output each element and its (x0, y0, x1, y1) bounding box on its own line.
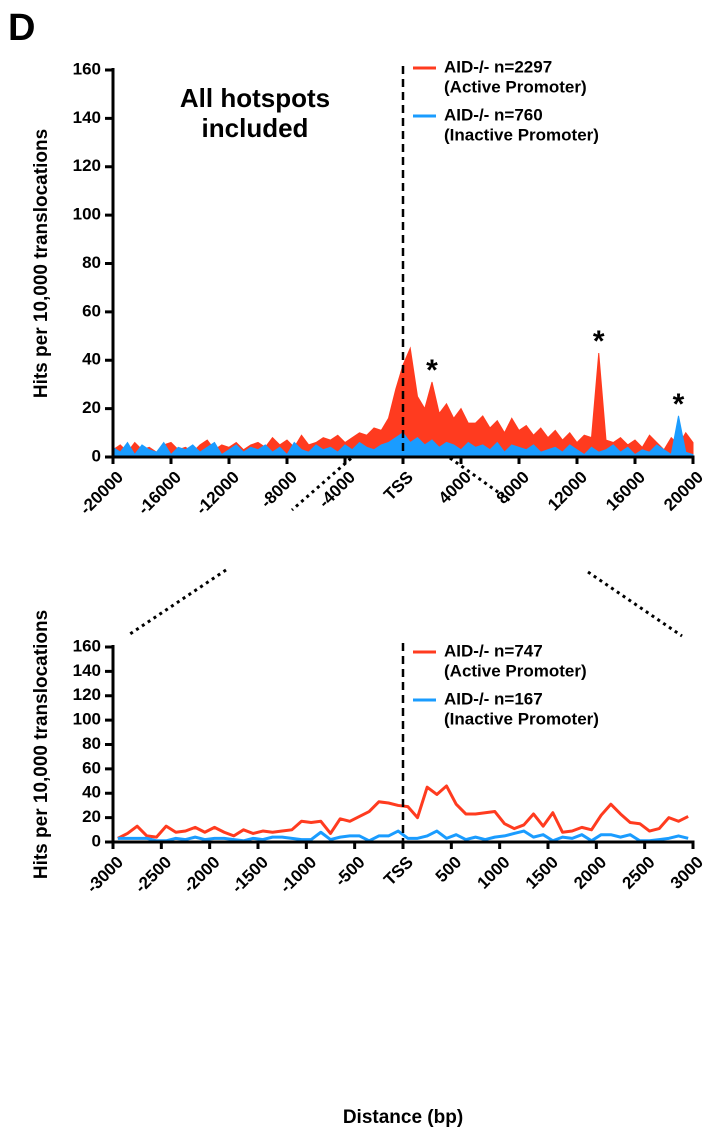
x-tick-label: -500 (331, 853, 368, 890)
y-axis-label: Hits per 10,000 translocations (31, 129, 52, 398)
x-tick-label: TSS (380, 853, 417, 890)
legend-label: (Inactive Promoter) (444, 125, 599, 144)
x-tick-label: 12000 (544, 468, 591, 515)
y-tick-label: 0 (92, 446, 101, 465)
y-tick-label: 40 (82, 783, 101, 802)
x-tick-label: -20000 (76, 468, 127, 519)
y-axis-label: Hits per 10,000 translocations (31, 610, 52, 879)
y-tick-label: 40 (82, 350, 101, 369)
x-tick-label: -2000 (179, 853, 223, 897)
y-tick-label: 100 (73, 710, 101, 729)
annotation: All hotspots (180, 83, 330, 113)
line (117, 829, 689, 843)
zoom-connector (449, 456, 513, 504)
y-tick-label: 120 (73, 685, 101, 704)
y-tick-label: 100 (73, 205, 101, 224)
legend-label: AID-/- n=167 (444, 689, 543, 708)
x-tick-label: -1500 (228, 853, 272, 897)
legend-label: AID-/- n=760 (444, 105, 543, 124)
y-tick-label: 20 (82, 398, 101, 417)
x-tick-label: 8000 (493, 468, 533, 508)
legend-label: AID-/- n=747 (444, 641, 543, 660)
legend-label: (Active Promoter) (444, 661, 587, 680)
y-tick-label: 120 (73, 156, 101, 175)
y-tick-label: 80 (82, 253, 101, 272)
y-tick-label: 140 (73, 108, 101, 127)
x-tick-label: TSS (380, 468, 417, 505)
legend-label: AID-/- n=2297 (444, 57, 552, 76)
y-tick-label: 80 (82, 734, 101, 753)
asterisk: * (426, 354, 438, 387)
legend-label: (Active Promoter) (444, 77, 587, 96)
x-tick-label: 20000 (660, 468, 707, 515)
x-tick-label: -2500 (131, 853, 175, 897)
x-tick-label: 16000 (602, 468, 649, 515)
x-tick-label: 1000 (473, 853, 513, 893)
x-tick-label: 1500 (522, 853, 562, 893)
asterisk: * (593, 325, 605, 358)
x-tick-label: 3000 (667, 853, 707, 893)
annotation: included (202, 113, 309, 143)
y-tick-label: 160 (73, 59, 101, 78)
x-tick-label: -8000 (257, 468, 301, 512)
x-tick-label: 4000 (435, 468, 475, 508)
y-tick-label: 60 (82, 301, 101, 320)
x-tick-label: 2500 (618, 853, 658, 893)
x-tick-label: 500 (432, 853, 465, 886)
x-tick-label: -1000 (276, 853, 320, 897)
legend-label: (Inactive Promoter) (444, 709, 599, 728)
y-tick-label: 160 (73, 636, 101, 655)
x-tick-label: -3000 (83, 853, 127, 897)
x-tick-label: 2000 (570, 853, 610, 893)
y-tick-label: 20 (82, 807, 101, 826)
y-tick-label: 140 (73, 661, 101, 680)
panel-label: D (8, 7, 35, 49)
y-tick-label: 60 (82, 758, 101, 777)
zoom-connector (129, 568, 227, 636)
x-tick-label: -12000 (192, 468, 243, 519)
x-axis-label: Distance (bp) (343, 1107, 463, 1128)
asterisk: * (673, 388, 685, 421)
zoom-connectors (129, 438, 683, 638)
x-tick-label: -4000 (315, 468, 359, 512)
zoom-connector (587, 570, 683, 638)
x-tick-label: -16000 (134, 468, 185, 519)
y-tick-label: 0 (92, 831, 101, 850)
